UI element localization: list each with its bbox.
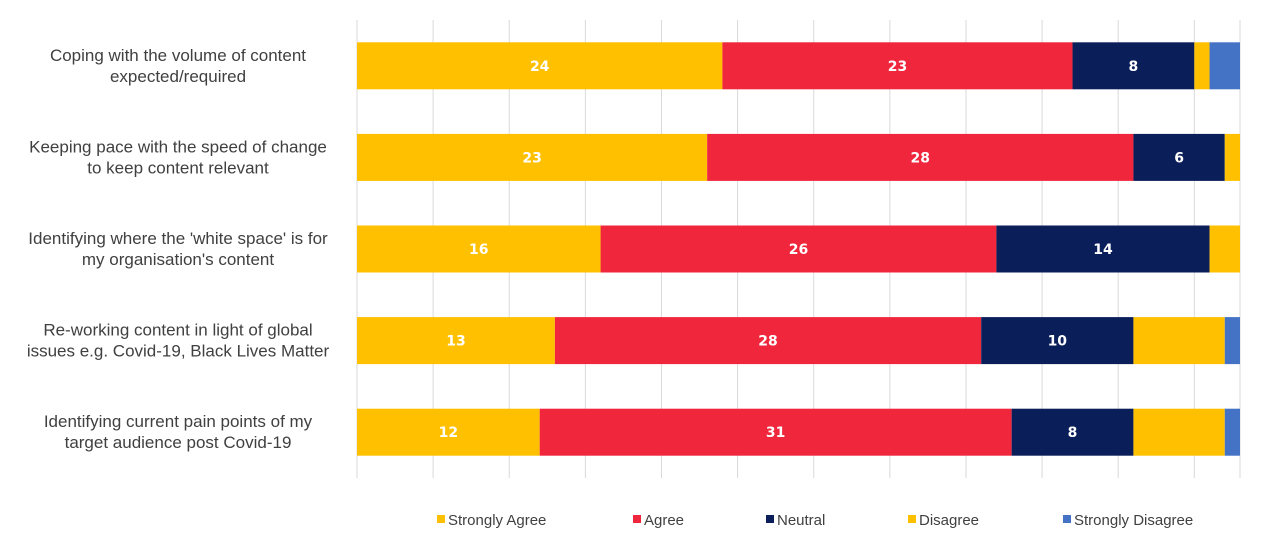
data-label: 23: [888, 59, 907, 75]
data-label: 10: [1048, 334, 1068, 350]
legend-label: Disagree: [919, 512, 979, 529]
data-label: 8: [1068, 425, 1078, 441]
bar-segment: [1133, 408, 1225, 456]
legend-swatch: [908, 515, 916, 523]
data-label: 6: [1174, 150, 1184, 166]
legend-label: Neutral: [777, 512, 825, 529]
legend-label: Agree: [644, 512, 684, 529]
bar-segment: [357, 42, 723, 90]
category-label: Coping with the volume of content: [50, 46, 306, 65]
bar-segment: [1224, 133, 1240, 181]
bar-segment: [996, 225, 1210, 273]
bars: 24 23 8 23 28 6 16 26 14 13 28 10 12 31 8: [357, 42, 1240, 456]
data-label: 28: [911, 150, 930, 166]
category-label: issues e.g. Covid-19, Black Lives Matter: [27, 342, 330, 361]
bar-segment: [707, 133, 1134, 181]
legend-label: Strongly Agree: [448, 512, 546, 529]
data-label: 26: [789, 242, 808, 258]
bar-segment: [1072, 42, 1195, 90]
bar-segment: [357, 408, 540, 456]
category-label: to keep content relevant: [87, 158, 269, 177]
category-label: my organisation's content: [82, 250, 275, 269]
bar-segment: [1224, 317, 1240, 365]
category-label: target audience post Covid-19: [65, 433, 292, 452]
category-labels: Coping with the volume of content expecte…: [27, 46, 330, 452]
data-label: 13: [446, 334, 465, 350]
bar-segment: [1209, 225, 1240, 273]
data-label: 16: [469, 242, 488, 258]
data-label: 12: [439, 425, 458, 441]
legend: Strongly Agree Agree Neutral Disagree Strong…: [437, 512, 1193, 529]
category-label: Keeping pace with the speed of change: [29, 137, 327, 156]
legend-swatch: [766, 515, 774, 523]
bar-segment: [357, 225, 601, 273]
bar-segment: [1224, 408, 1240, 456]
bar-segment: [1011, 408, 1134, 456]
category-label: Identifying where the 'white space' is f…: [28, 229, 328, 248]
bar-segment: [600, 225, 997, 273]
bar-segment: [722, 42, 1073, 90]
bar-segment: [1209, 42, 1240, 90]
category-label: expected/required: [110, 67, 246, 86]
category-label: Identifying current pain points of my: [44, 412, 313, 431]
bar-segment: [357, 133, 708, 181]
data-label: 31: [766, 425, 785, 441]
bar-segment: [981, 317, 1134, 365]
data-label: 8: [1129, 59, 1139, 75]
bar-segment: [1194, 42, 1210, 90]
bar-segment: [1133, 317, 1225, 365]
bar-segment: [1133, 133, 1225, 181]
data-label: 23: [522, 150, 541, 166]
legend-swatch: [1063, 515, 1071, 523]
data-label: 14: [1093, 242, 1113, 258]
bar-segment: [357, 317, 555, 365]
data-label: 28: [758, 334, 777, 350]
bar-segment: [554, 317, 982, 365]
bar-segment: [539, 408, 1012, 456]
legend-swatch: [633, 515, 641, 523]
data-label: 24: [530, 59, 550, 75]
legend-label: Strongly Disagree: [1074, 512, 1193, 529]
legend-swatch: [437, 515, 445, 523]
category-label: Re-working content in light of global: [43, 321, 312, 340]
